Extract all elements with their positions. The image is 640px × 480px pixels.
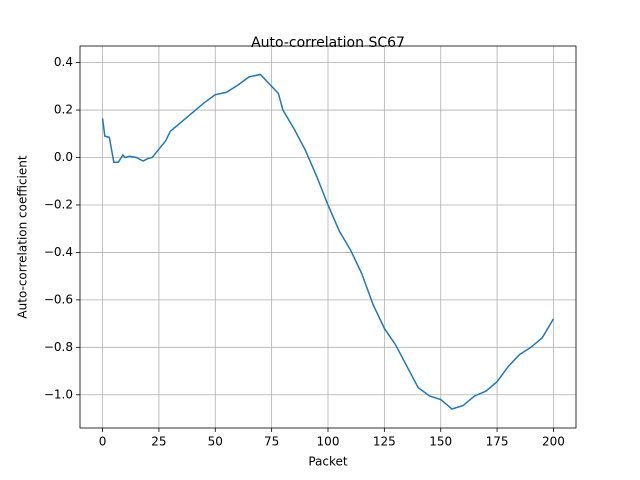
x-tick-label: 150 bbox=[429, 435, 452, 449]
x-axis-label: Packet bbox=[308, 455, 348, 469]
x-tick-label: 50 bbox=[208, 435, 223, 449]
y-tick-label: 0.2 bbox=[54, 103, 73, 117]
chart-title: Auto-correlation SC67 bbox=[251, 35, 405, 51]
y-tick-label: −0.4 bbox=[44, 245, 73, 259]
y-tick-label: 0.0 bbox=[54, 150, 73, 164]
x-tick-label: 200 bbox=[542, 435, 565, 449]
x-tick-label: 25 bbox=[151, 435, 166, 449]
y-tick-label: −0.2 bbox=[44, 197, 73, 211]
y-tick-label: −0.8 bbox=[44, 340, 73, 354]
x-tick-label: 75 bbox=[264, 435, 279, 449]
data-line bbox=[101, 73, 555, 410]
x-tick-label: 100 bbox=[317, 435, 340, 449]
plot-frame bbox=[79, 45, 577, 429]
x-tick-label: 125 bbox=[373, 435, 396, 449]
y-tick-label: −0.6 bbox=[44, 292, 73, 306]
y-axis-label: Auto-correlation coefficient bbox=[16, 155, 30, 318]
x-tick-label: 0 bbox=[99, 435, 107, 449]
x-tick-label: 175 bbox=[486, 435, 509, 449]
y-tick-label: −1.0 bbox=[44, 387, 73, 401]
y-tick-label: 0.4 bbox=[54, 55, 73, 69]
